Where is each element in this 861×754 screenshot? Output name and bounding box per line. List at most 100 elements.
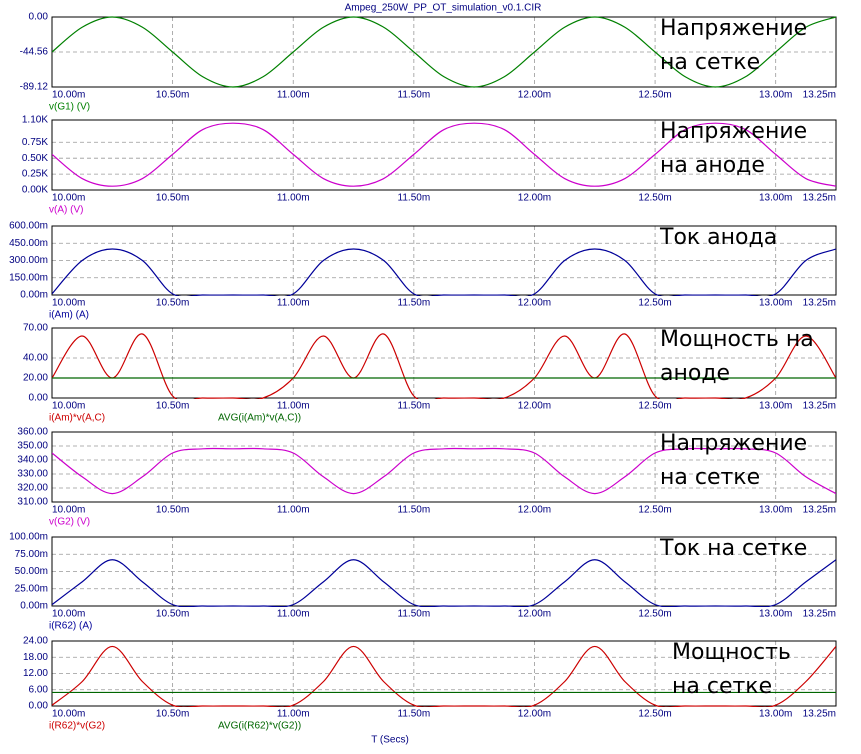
plot-panel: Ampeg_250W_PP_OT_simulation_v0.1.CIR 10.0…	[20, 3, 837, 113]
plot-area	[52, 432, 836, 502]
y-tick-label: 320.00	[17, 483, 48, 494]
x-tick-label: 13.25m	[803, 298, 836, 309]
legend-entry: v(G2) (V)	[49, 517, 90, 528]
x-tick-label: 11.50m	[398, 401, 431, 412]
series-line	[52, 248, 836, 296]
plot-panel: 10.00m 10.50m 11.00m 11.50m 12.00m 12.50m 13.0…	[23, 636, 837, 746]
y-tick-label: 0.00	[29, 393, 49, 404]
series-line	[52, 447, 836, 495]
x-tick-label: 12.50m	[638, 709, 671, 720]
y-tick-label: 1.10K	[22, 115, 48, 126]
annotation: Напряжение	[660, 119, 807, 144]
y-tick-label: 150.00m	[9, 272, 48, 283]
annotation: Напряжение	[660, 431, 807, 456]
y-tick-label: -89.12	[20, 82, 49, 93]
y-tick-label: 360.00	[17, 427, 48, 438]
y-tick-label: 340.00	[17, 455, 48, 466]
x-tick-label: 10.00m	[52, 609, 85, 620]
x-tick-label: 13.25m	[803, 609, 836, 620]
x-tick-label: 11.50m	[398, 505, 431, 516]
x-tick-label: 12.50m	[638, 609, 671, 620]
x-tick-label: 10.50m	[156, 709, 189, 720]
x-tick-label: 13.25m	[803, 709, 836, 720]
x-tick-label: 10.50m	[156, 298, 189, 309]
x-tick-label: 12.50m	[638, 90, 671, 101]
annotation: Напряжение	[660, 16, 807, 41]
y-tick-label: 100.00m	[9, 532, 48, 543]
y-tick-label: 24.00	[23, 636, 48, 647]
plot-panel: 10.00m 10.50m 11.00m 11.50m 12.00m 12.50m 13.0…	[9, 532, 837, 632]
y-tick-label: 18.00	[23, 652, 48, 663]
annotation: на сетке	[660, 465, 760, 490]
y-tick-label: 0.50K	[22, 153, 48, 164]
x-tick-label: 10.50m	[156, 193, 189, 204]
x-tick-label: 12.50m	[638, 505, 671, 516]
plot-border	[51, 431, 837, 503]
x-axis-label: T (Secs)	[371, 735, 409, 746]
x-tick-label: 12.00m	[518, 90, 551, 101]
y-tick-label: 0.00	[29, 701, 49, 712]
x-tick-label: 11.00m	[277, 90, 310, 101]
x-tick-label: 12.00m	[518, 298, 551, 309]
legend-entry: AVG(i(R62)*v(G2))	[218, 721, 301, 732]
x-tick-label: 12.50m	[638, 193, 671, 204]
annotation: Ток на сетке	[659, 536, 807, 561]
y-tick-label: 0.25K	[22, 169, 48, 180]
x-tick-label: 12.00m	[518, 709, 551, 720]
annotation: на сетке	[660, 50, 760, 75]
y-tick-label: 75.00m	[15, 549, 48, 560]
annotation: аноде	[660, 361, 730, 386]
x-tick-label: 10.00m	[52, 90, 85, 101]
plot-panel: 10.00m 10.50m 11.00m 11.50m 12.00m 12.50m 13.0…	[23, 323, 837, 424]
y-tick-label: 0.00	[29, 12, 49, 23]
y-tick-label: 600.00m	[9, 221, 48, 232]
x-tick-label: 10.00m	[52, 505, 85, 516]
y-tick-label: 330.00	[17, 469, 48, 480]
annotation: Мощность	[672, 640, 791, 665]
annotation: на сетке	[672, 674, 772, 699]
annotation: Ток анода	[659, 225, 777, 250]
series-line	[52, 16, 836, 88]
series-line	[52, 645, 836, 707]
plot-area	[52, 328, 836, 398]
annotation: на аноде	[660, 153, 765, 178]
y-tick-label: 0.75K	[22, 137, 48, 148]
x-tick-label: 11.50m	[398, 298, 431, 309]
legend-entry: v(A) (V)	[49, 205, 83, 216]
y-tick-label: 350.00	[17, 441, 48, 452]
y-tick-label: -44.56	[20, 47, 49, 58]
series-line	[52, 122, 836, 187]
legend-entry: v(G1) (V)	[49, 102, 90, 113]
x-tick-label: 11.00m	[277, 609, 310, 620]
y-tick-label: 450.00m	[9, 238, 48, 249]
y-tick-label: 40.00	[23, 353, 48, 364]
x-tick-label: 12.00m	[518, 401, 551, 412]
x-tick-label: 11.50m	[398, 193, 431, 204]
x-tick-label: 12.50m	[638, 401, 671, 412]
x-tick-label: 11.00m	[277, 709, 310, 720]
plot-panel: 10.00m 10.50m 11.00m 11.50m 12.00m 12.50m 13.0…	[9, 221, 837, 321]
x-tick-label: 11.00m	[277, 401, 310, 412]
x-tick-label: 13.00m	[759, 193, 792, 204]
y-tick-label: 50.00m	[15, 566, 48, 577]
x-tick-label: 13.00m	[759, 401, 792, 412]
x-tick-label: 12.00m	[518, 193, 551, 204]
x-tick-label: 10.50m	[156, 505, 189, 516]
plot-area	[52, 120, 836, 190]
x-tick-label: 13.00m	[759, 90, 792, 101]
chart-title: Ampeg_250W_PP_OT_simulation_v0.1.CIR	[345, 3, 542, 14]
x-tick-label: 12.00m	[518, 609, 551, 620]
legend-entry: i(R62) (A)	[49, 621, 92, 632]
plot-panel: 10.00m 10.50m 11.00m 11.50m 12.00m 12.50m 13.0…	[22, 115, 837, 216]
y-tick-label: 6.00	[29, 684, 49, 695]
x-tick-label: 13.25m	[803, 505, 836, 516]
x-tick-label: 12.00m	[518, 505, 551, 516]
legend-entry: i(R62)*v(G2)	[49, 721, 105, 732]
x-tick-label: 13.00m	[759, 709, 792, 720]
x-tick-label: 13.25m	[803, 193, 836, 204]
annotation: Мощность на	[660, 327, 814, 352]
y-tick-label: 0.00K	[22, 185, 48, 196]
x-tick-label: 11.00m	[277, 505, 310, 516]
x-tick-label: 10.00m	[52, 193, 85, 204]
